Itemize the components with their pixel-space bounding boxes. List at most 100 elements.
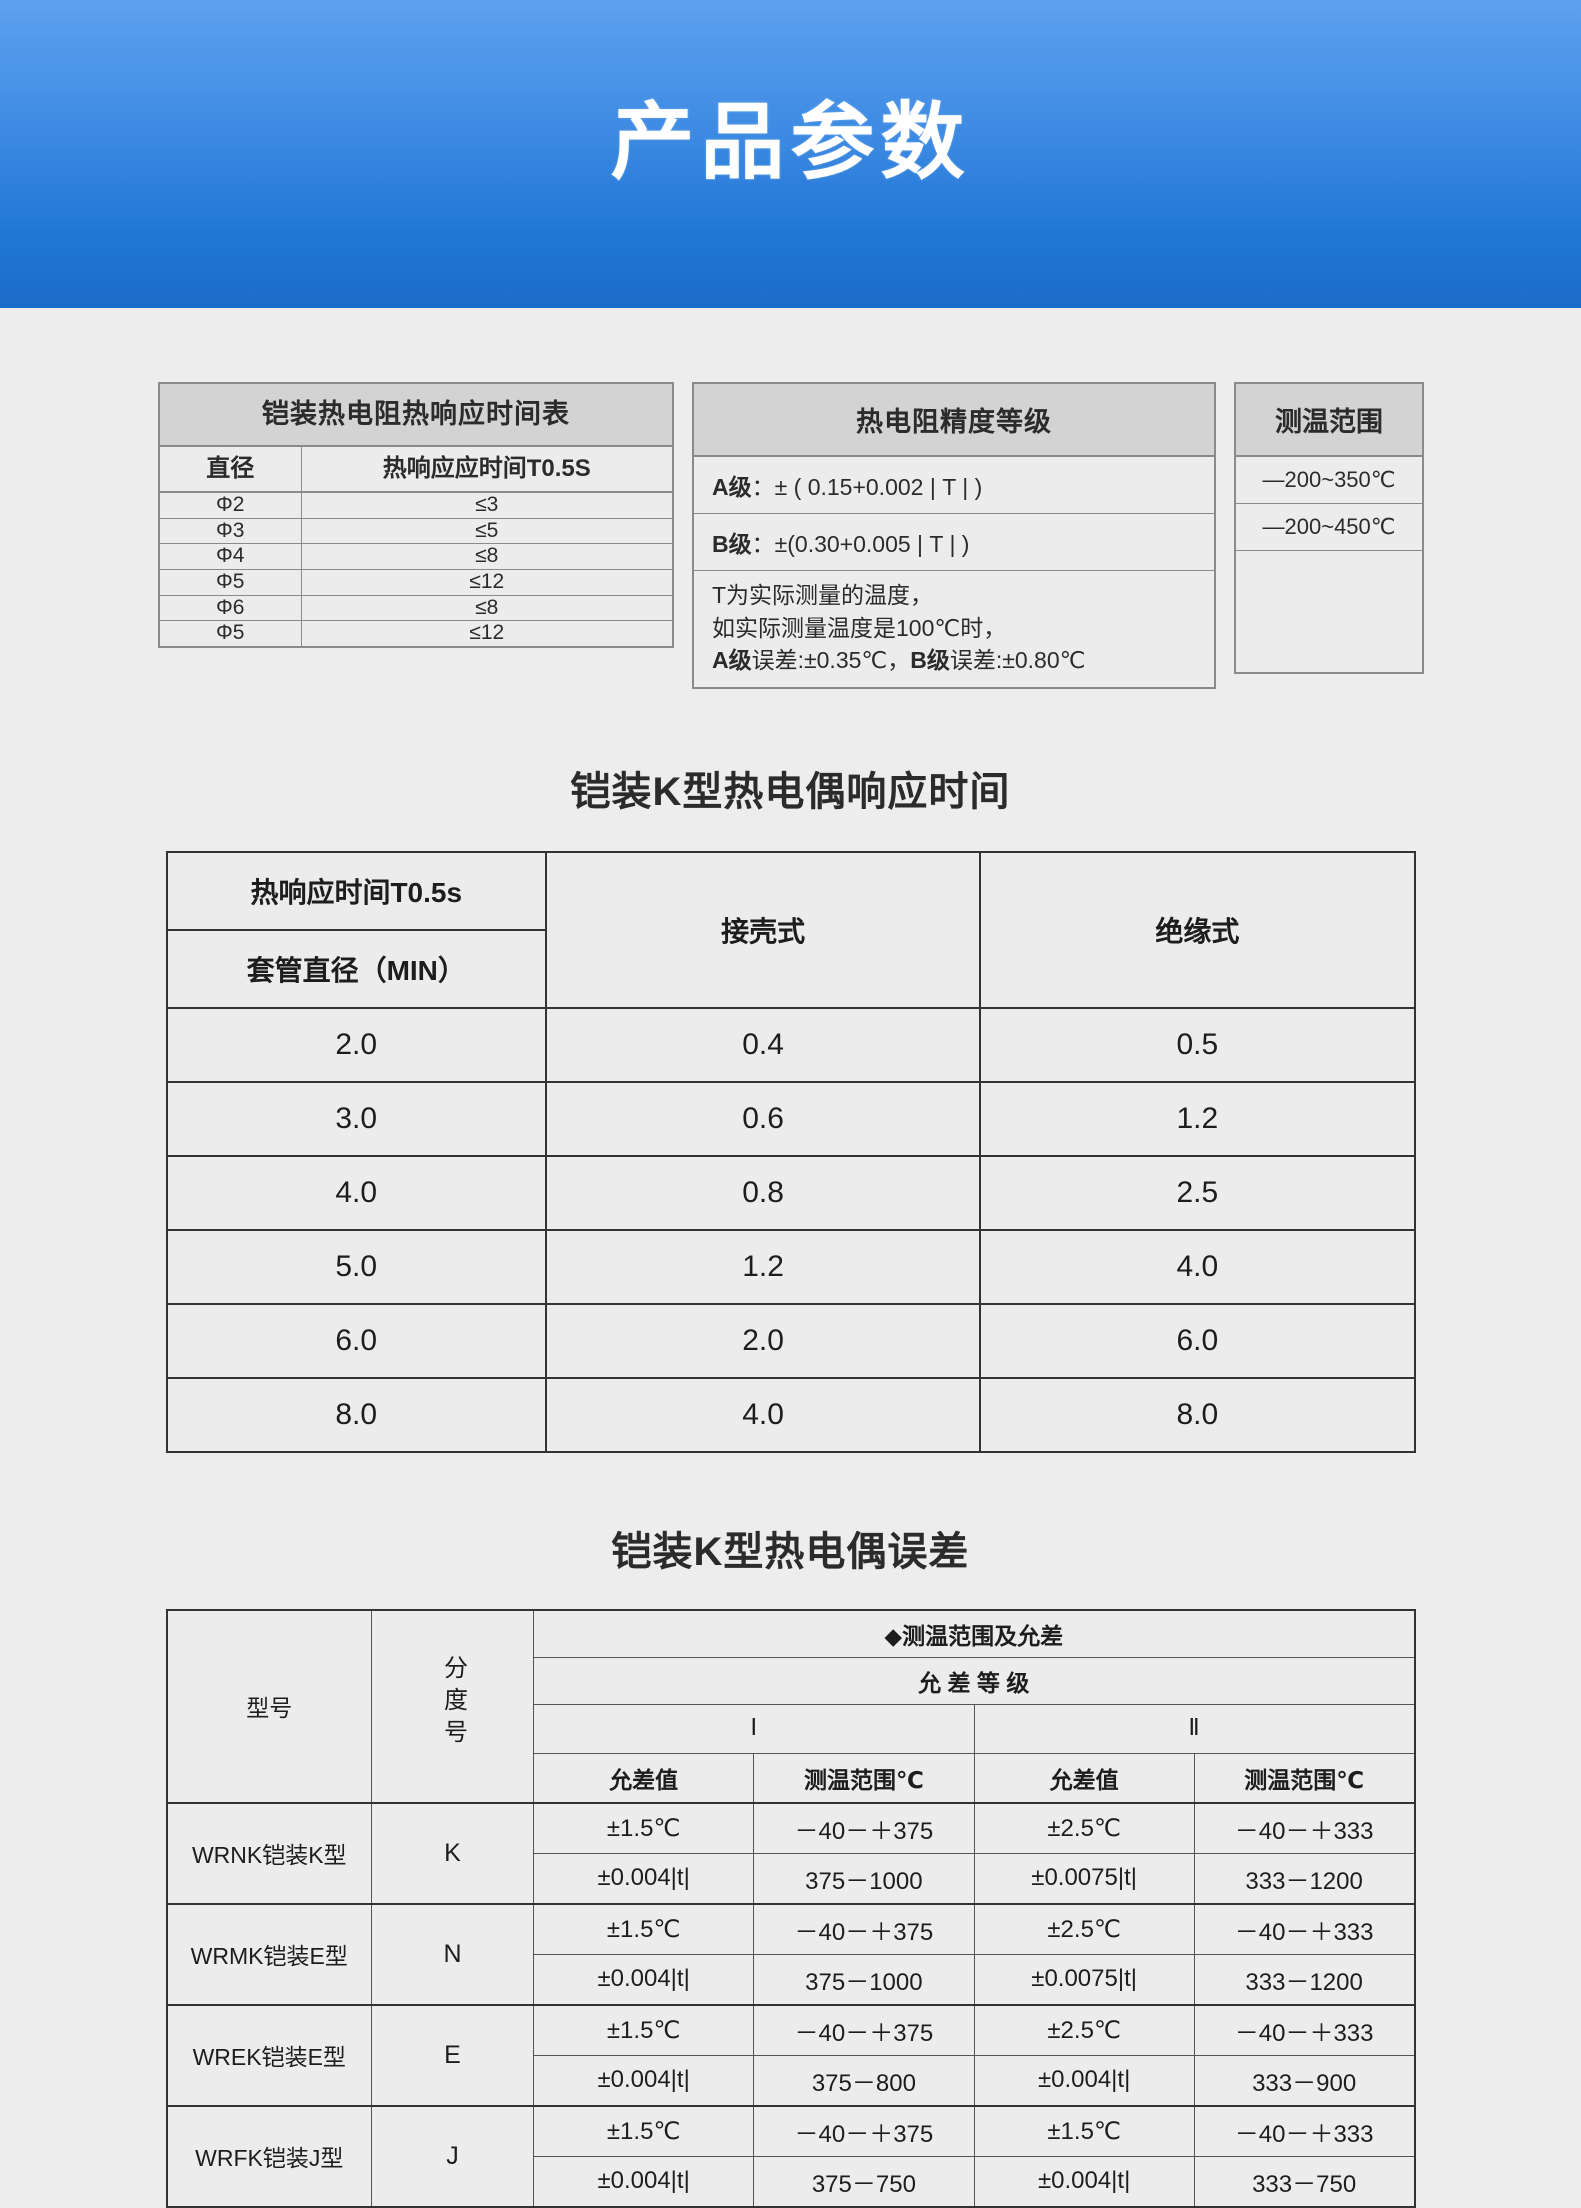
cell-range-1: －40－＋375	[753, 1802, 975, 1854]
cell-range-1: －40－＋375	[753, 1903, 975, 1955]
cell-insulated: 2.5	[979, 1154, 1416, 1231]
cell-range-2: 333－1200	[1193, 1852, 1416, 1905]
rtd-response-time-table: 铠装热电阻热响应时间表 直径 热响应应时间T0.5S Φ2 ≤3 Φ3 ≤5 Φ…	[158, 382, 674, 649]
table-header-row-bottom: 套管直径（MIN）	[165, 928, 1415, 1009]
cell-range-2: 333－750	[1193, 2155, 1416, 2208]
cell-range-2: －40－＋333	[1193, 1903, 1416, 1955]
table-caption-row: 热电阻精度等级	[692, 382, 1216, 457]
table-caption-row: 测温范围	[1234, 382, 1424, 457]
table-row: 8.0 4.0 8.0	[165, 1376, 1416, 1453]
note-line-3: A级误差:±0.35℃，B级误差:±0.80℃	[712, 644, 1214, 677]
cell-tolerance-2: ±2.5℃	[973, 2004, 1195, 2056]
cell-range-2: －40－＋333	[1193, 2004, 1416, 2056]
cell-grounded: 0.6	[544, 1080, 982, 1157]
table-row: B级：±(0.30+0.005 | T | )	[692, 513, 1216, 571]
cell-diameter: 5.0	[165, 1228, 547, 1305]
cell-model: WRFK铠装J型	[166, 2105, 372, 2208]
table-row: Φ5 ≤12	[158, 620, 674, 648]
table-row: Φ4 ≤8	[158, 543, 674, 571]
table-header-row-class: 允 差 等 级	[167, 1656, 1415, 1705]
cell-range-1: －40－＋375	[753, 2105, 975, 2157]
table-row: Φ3 ≤5	[158, 517, 674, 545]
note-line-1: T为实际测量的温度，	[712, 582, 934, 608]
cell-grounded: 0.8	[544, 1154, 982, 1231]
table-row: WREK铠装E型 E ±1.5℃ －40－＋375 ±2.5℃ －40－＋333	[166, 2004, 1416, 2107]
accuracy-grade-table: 热电阻精度等级 A级：± ( 0.15+0.002 | T | ) B级：±(0…	[692, 382, 1216, 689]
k-type-error-table: 型号 分度号 ◆测温范围及允差 允 差 等 级 Ⅰ Ⅱ 允差值 测温范围℃ 允差…	[165, 1608, 1416, 2208]
table-row: 6.0 2.0 6.0	[165, 1302, 1416, 1379]
cell-tolerance-2: ±2.5℃	[973, 1802, 1195, 1854]
grade-a-label: A级	[712, 474, 752, 500]
cell-response-time: ≤5	[300, 517, 674, 545]
cell-tolerance-1: ±1.5℃	[532, 2105, 755, 2157]
cell-grade: K	[371, 1802, 534, 1905]
grade-b-label: B级	[712, 531, 752, 557]
cell-insulated: 0.5	[979, 1006, 1416, 1083]
cell-grade: J	[371, 2105, 534, 2208]
k-type-response-time-table: 热响应时间T0.5s 接壳式 绝缘式 套管直径（MIN） 2.0 0.4 0.5…	[165, 850, 1416, 1453]
accuracy-table-caption: 热电阻精度等级	[692, 382, 1216, 457]
table-row: 2.0 0.4 0.5	[165, 1006, 1416, 1083]
subheader-range-2: 测温范围℃	[1193, 1752, 1416, 1804]
grade-a-row: A级：± ( 0.15+0.002 | T | )	[692, 455, 1216, 514]
table-row: Φ5 ≤12	[158, 569, 674, 596]
table-row: ±0.004|t| 375－1000 ±0.0075|t| 333－1200	[166, 1953, 1416, 2006]
cell-tolerance-2: ±0.0075|t|	[973, 1953, 1195, 2006]
table-caption-row: 铠装热电阻热响应时间表	[158, 382, 674, 448]
header-grounded-type: 接壳式	[544, 850, 982, 1009]
table-header-row-top: 热响应时间T0.5s 接壳式 绝缘式	[165, 850, 1416, 1009]
cell-tolerance-1: ±0.004|t|	[532, 1953, 755, 2006]
cell-tolerance-1: ±1.5℃	[532, 1802, 755, 1854]
cell-range-2: －40－＋333	[1193, 2105, 1416, 2157]
cell-range-1: 375－750	[753, 2155, 975, 2208]
measuring-range-table: 测温范围 —200~350℃ —200~450℃	[1234, 382, 1424, 674]
cell-response-time: ≤12	[300, 569, 674, 596]
cell-insulated: 6.0	[979, 1302, 1416, 1379]
cell-diameter: 3.0	[165, 1080, 547, 1157]
header-response-time-t05s: 热响应时间T0.5s	[165, 850, 547, 931]
cell-diameter: 6.0	[165, 1302, 547, 1379]
table-row: —200~450℃	[1234, 503, 1424, 551]
rtd-table-caption: 铠装热电阻热响应时间表	[158, 382, 674, 448]
subheader-range-1: 测温范围℃	[753, 1752, 975, 1804]
cell-model: WRMK铠装E型	[166, 1903, 372, 2006]
table-row: Φ6 ≤8	[158, 594, 674, 622]
cell-tolerance-2: ±0.004|t|	[973, 2054, 1195, 2107]
cell-grounded: 0.4	[544, 1006, 982, 1083]
table-row: 3.0 0.6 1.2	[165, 1080, 1416, 1157]
cell-range-2: －40－＋333	[1193, 1802, 1416, 1854]
top-tables-row: 铠装热电阻热响应时间表 直径 热响应应时间T0.5S Φ2 ≤3 Φ3 ≤5 Φ…	[0, 308, 1581, 689]
cell-diameter: Φ2	[158, 491, 302, 519]
header-insulated-type: 绝缘式	[979, 850, 1416, 1009]
table-row: 5.0 1.2 4.0	[165, 1228, 1416, 1305]
section-title-error: 铠装K型热电偶误差	[611, 1529, 970, 1574]
cell-range-1: 375－1000	[753, 1953, 975, 2006]
cell-insulated: 1.2	[979, 1080, 1416, 1157]
cell-tolerance-2: ±1.5℃	[973, 2105, 1195, 2157]
cell-diameter: Φ6	[158, 594, 302, 622]
rtd-table-body: Φ2 ≤3 Φ3 ≤5 Φ4 ≤8 Φ5 ≤12 Φ6 ≤8	[158, 491, 674, 648]
cell-insulated: 4.0	[979, 1228, 1416, 1305]
table-row: WRMK铠装E型 N ±1.5℃ －40－＋375 ±2.5℃ －40－＋333	[166, 1903, 1416, 2006]
table-row: Φ2 ≤3	[158, 491, 674, 519]
header-class-1: Ⅰ	[533, 1703, 975, 1754]
note-grade-b-value: 误差:±0.80℃	[949, 647, 1086, 674]
cell-response-time: ≤12	[300, 620, 674, 648]
cell-model: WREK铠装E型	[166, 2004, 372, 2107]
cell-tolerance-1: ±0.004|t|	[532, 2054, 755, 2107]
accuracy-note: T为实际测量的温度， 如实际测量温度是100℃时， A级误差:±0.35℃，B级…	[693, 571, 1215, 688]
cell-range-1: 375－1000	[753, 1852, 975, 1905]
table-row: T为实际测量的温度， 如实际测量温度是100℃时， A级误差:±0.35℃，B级…	[693, 571, 1215, 688]
table-row: WRFK铠装J型 J ±1.5℃ －40－＋375 ±1.5℃ －40－＋333	[166, 2105, 1416, 2208]
cell-diameter: Φ5	[158, 620, 302, 648]
cell-range-2: 333－900	[1193, 2054, 1416, 2107]
table-row: ±0.004|t| 375－1000 ±0.0075|t| 333－1200	[166, 1852, 1416, 1905]
cell-tolerance-1: ±1.5℃	[532, 1903, 755, 1955]
header-grade-number: 分度号	[371, 1609, 534, 1804]
cell-grounded: 4.0	[544, 1376, 982, 1453]
cell-diameter: Φ3	[158, 517, 302, 545]
grade-a-value: ：± ( 0.15+0.002 | T | )	[751, 474, 983, 500]
cell-model: WRNK铠装K型	[166, 1802, 372, 1905]
note-grade-a-value: 误差:±0.35℃，	[751, 647, 911, 674]
header-grade-number-text: 分度号	[439, 1654, 467, 1751]
